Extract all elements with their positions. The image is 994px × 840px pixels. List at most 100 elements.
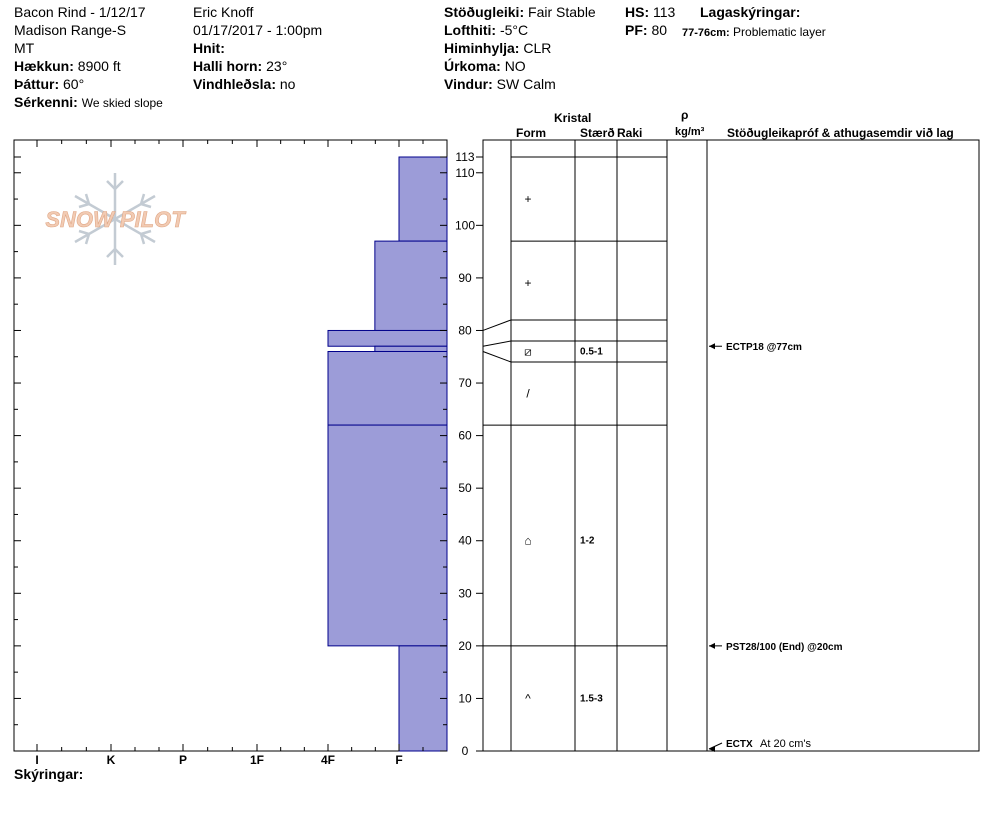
test-arrow-0 [709, 343, 715, 350]
elevation-field: Hækkun: 8900 ft [14, 58, 121, 74]
sky-field: Himinhylja: CLR [444, 40, 551, 56]
hardness-label-F: F [395, 753, 402, 767]
density-unit-header: kg/m³ [675, 126, 705, 138]
aspect-label: Þáttur: [14, 76, 60, 92]
profile-connector-80 [482, 319, 512, 331]
rho-header: ρ [681, 108, 689, 122]
hardness-bar-1 [374, 240, 448, 331]
features-field: Sérkenni: We skied slope [14, 94, 163, 111]
crystal-form-3: / [526, 387, 530, 401]
wind-field: Vindur: SW Calm [444, 76, 556, 92]
wind-loading-field: Vindhleðsla: no [193, 76, 295, 92]
sky-label: Himinhylja: [444, 40, 520, 56]
profile-connector-76 [482, 351, 512, 363]
crystal-size-2: 0.5-1 [580, 346, 603, 357]
crystal-form-0: + [524, 192, 531, 206]
aspect-value: 60° [63, 76, 85, 92]
elevation-label: Hækkun: [14, 58, 74, 74]
profile-table-columns [510, 140, 708, 751]
test-arrow-2 [709, 746, 715, 752]
hs-label: HS: [625, 4, 650, 20]
air-temp-label: Lofthiti: [444, 22, 497, 38]
hs-field: HS: 113 [625, 4, 675, 20]
tests-header: Stöðugleikapróf & athugasemdir við lag [727, 126, 954, 140]
wind-loading-label: Vindhleðsla: [193, 76, 276, 92]
crystal-header: Kristal [554, 111, 592, 125]
wind-loading-value: no [279, 76, 296, 92]
hardness-bar-2 [327, 329, 448, 347]
depth-label-90: 90 [458, 271, 472, 285]
test-label-0: ECTP18 @77cm [726, 342, 802, 353]
state-text: MT [14, 40, 35, 56]
stability-field: Stöðugleiki: Fair Stable [444, 4, 596, 20]
layer-note-text: Problematic layer [733, 25, 826, 39]
test-note-2: At 20 cm's [760, 738, 812, 750]
crystal-size-5: 1.5-3 [580, 693, 603, 704]
air-temp-field: Lofthiti: -5°C [444, 22, 528, 38]
hardness-axis: I K P 1F 4F F [35, 140, 424, 767]
hardness-label-I: I [35, 753, 38, 767]
profile-connector-77 [482, 340, 512, 347]
pf-field: PF: 80 [625, 22, 667, 38]
sky-value: CLR [523, 40, 552, 56]
pf-value: 80 [651, 22, 668, 38]
range-text: Madison Range-S [14, 22, 127, 38]
logo-text: SNOW PILOT [45, 207, 186, 232]
precip-field: Úrkoma: NO [444, 58, 526, 74]
features-label: Sérkenni: [14, 94, 78, 110]
test-arrow-1 [709, 642, 715, 649]
layer-note-range: 77-76cm: [682, 27, 730, 39]
depth-label-60: 60 [458, 429, 472, 443]
size-header: Stærð [580, 126, 615, 140]
slope-label: Halli horn: [193, 58, 263, 74]
form-header: Form [516, 126, 546, 140]
depth-label-40: 40 [458, 534, 472, 548]
depth-label-20: 20 [458, 639, 472, 653]
air-temp-value: -5°C [499, 22, 529, 38]
features-value: We skied slope [81, 96, 163, 110]
hardness-label-4F: 4F [321, 753, 335, 767]
elevation-value: 8900 ft [77, 58, 121, 74]
hardness-bar-4 [327, 350, 448, 426]
stability-label: Stöðugleiki: [444, 4, 525, 20]
crystal-form-5: ^ [525, 691, 531, 705]
slope-field: Halli horn: 23° [193, 58, 287, 74]
crystal-marks: + + ⧄ 0.5-1 / ⌂ 1-2 ^ 1.5-3 [524, 192, 603, 705]
location-text: Bacon Rind - 1/12/17 [14, 4, 146, 20]
hardness-label-P: P [179, 753, 187, 767]
slope-value: 23° [266, 58, 288, 74]
snowpilot-logo: SNOW PILOT [45, 173, 187, 265]
hardness-bar-5 [327, 424, 448, 647]
depth-label-113: 113 [455, 150, 474, 164]
crystal-form-1: + [524, 276, 531, 290]
hardness-bar-3 [374, 345, 448, 352]
hardness-bars [327, 156, 448, 752]
test-label-1: PST28/100 (End) @20cm [726, 642, 843, 653]
stability-value: Fair Stable [528, 4, 596, 20]
hardness-bar-0 [398, 156, 448, 242]
moisture-header: Raki [617, 126, 643, 140]
crystal-form-2: ⧄ [524, 344, 532, 358]
precip-label: Úrkoma: [444, 58, 501, 74]
snowflake-icon [74, 173, 156, 265]
crystal-form-4: ⌂ [524, 534, 531, 548]
depth-label-30: 30 [458, 586, 472, 600]
observer-text: Eric Knoff [193, 4, 254, 20]
profile-table-frame [482, 139, 980, 752]
depth-label-100: 100 [455, 218, 475, 232]
depth-label-0: 0 [462, 744, 469, 758]
legend-label: Skýringar: [14, 766, 84, 782]
hs-value: 113 [653, 4, 676, 20]
hardness-bar-6 [398, 645, 448, 752]
wind-value: SW Calm [496, 76, 556, 92]
pf-label: PF: [625, 22, 648, 38]
crystal-size-4: 1-2 [580, 536, 595, 547]
precip-value: NO [504, 58, 526, 74]
depth-label-110: 110 [455, 166, 474, 180]
coords-label: Hnit: [193, 40, 225, 56]
depth-label-80: 80 [458, 323, 472, 337]
layer-notes-label: Lagaskýringar: [700, 4, 801, 20]
aspect-field: Þáttur: 60° [14, 76, 84, 92]
stability-tests: ECTP18 @77cm PST28/100 (End) @20cm ECTX At … [708, 342, 843, 752]
